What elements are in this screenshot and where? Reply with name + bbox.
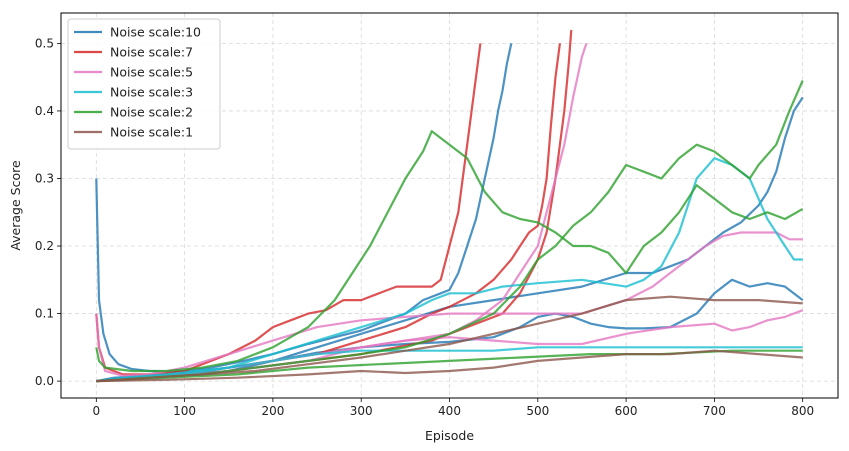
y-tick-label: 0.5 (35, 36, 54, 50)
legend-box (67, 18, 221, 150)
y-axis-label: Average Score (8, 160, 23, 251)
grid-lines (61, 13, 838, 398)
series-line (95, 43, 513, 373)
x-tick-label: 0 (92, 404, 100, 418)
legend-item: Noise scale:2 (74, 105, 193, 120)
legend-label: Noise scale:3 (110, 85, 193, 100)
y-tick-label: 0.4 (35, 104, 54, 118)
x-tick-label: 700 (703, 404, 726, 418)
x-tick-label: 300 (350, 404, 373, 418)
x-axis-label: Episode (425, 428, 474, 443)
legend-label: Noise scale:7 (110, 45, 193, 60)
series-line (96, 80, 804, 383)
legend-item: Noise scale:10 (74, 25, 201, 40)
x-tick-label: 200 (261, 404, 284, 418)
plot-lines (95, 29, 804, 383)
series-line (96, 349, 803, 383)
x-tick-label: 600 (615, 404, 638, 418)
x-axis-ticks: 0 100 200 300 400 500 600 700 800 (92, 398, 814, 418)
legend-item: Noise scale:5 (74, 65, 193, 80)
legend-item: Noise scale:7 (74, 45, 193, 60)
legend-item: Noise scale:1 (74, 125, 193, 140)
series-6 (96, 295, 803, 383)
y-tick-label: 0.2 (35, 239, 54, 253)
x-tick-label: 400 (438, 404, 461, 418)
legend-label: Noise scale:2 (110, 105, 193, 120)
y-tick-label: 0.3 (35, 171, 54, 185)
legend-item: Noise scale:3 (74, 85, 193, 100)
x-tick-label: 100 (173, 404, 196, 418)
x-tick-label: 500 (526, 404, 549, 418)
y-tick-label: 0.1 (35, 307, 54, 321)
series-line (95, 231, 803, 377)
series-line (96, 346, 803, 383)
series-line (95, 130, 804, 373)
legend-label: Noise scale:10 (110, 25, 201, 40)
y-tick-label: 0.0 (35, 374, 54, 388)
y-axis-ticks: 0.0 0.1 0.2 0.3 0.4 0.5 (35, 36, 61, 388)
series-line (96, 295, 803, 383)
legend-label: Noise scale:5 (110, 65, 193, 80)
legend: Noise scale:10 Noise scale:7 Noise scale:5… (67, 18, 221, 150)
legend-label: Noise scale:1 (110, 125, 193, 140)
x-tick-label: 800 (791, 404, 814, 418)
